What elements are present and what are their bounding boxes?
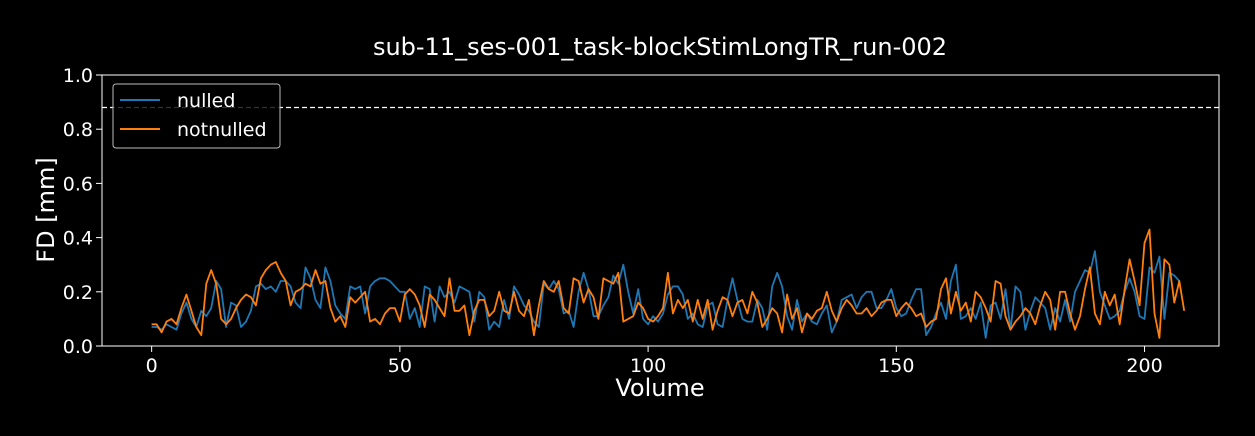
x-tick-label: 100 [630, 355, 666, 377]
x-tick-label: 150 [878, 355, 914, 377]
y-tick-label: 0.6 [63, 173, 93, 195]
y-tick-label: 0.8 [63, 119, 93, 141]
axes-layer: 0 50 100 150 200 0.0 0.2 0.4 0.6 0.8 1.0 [63, 65, 1163, 377]
plot-frame [101, 74, 1220, 347]
series-layer [151, 228, 1186, 339]
x-tick-label: 0 [146, 355, 158, 377]
series-line-notnulled [151, 228, 1186, 339]
y-tick-label: 0.2 [63, 282, 93, 304]
legend-label-nulled: nulled [177, 90, 235, 112]
legend-label-notnulled: notnulled [177, 119, 267, 141]
series-line-nulled [151, 250, 1180, 339]
y-tick-label: 0.0 [63, 336, 93, 358]
legend: nulled notnulled [112, 83, 281, 149]
chart-title: sub-11_ses-001_task-blockStimLongTR_run-… [373, 33, 947, 61]
x-tick-label: 50 [388, 355, 412, 377]
y-axis-label: FD [mm] [32, 157, 60, 262]
y-tick-label: 1.0 [63, 65, 93, 87]
x-tick-label: 200 [1126, 355, 1162, 377]
y-tick-label: 0.4 [63, 228, 93, 250]
x-axis-label: Volume [615, 374, 704, 402]
